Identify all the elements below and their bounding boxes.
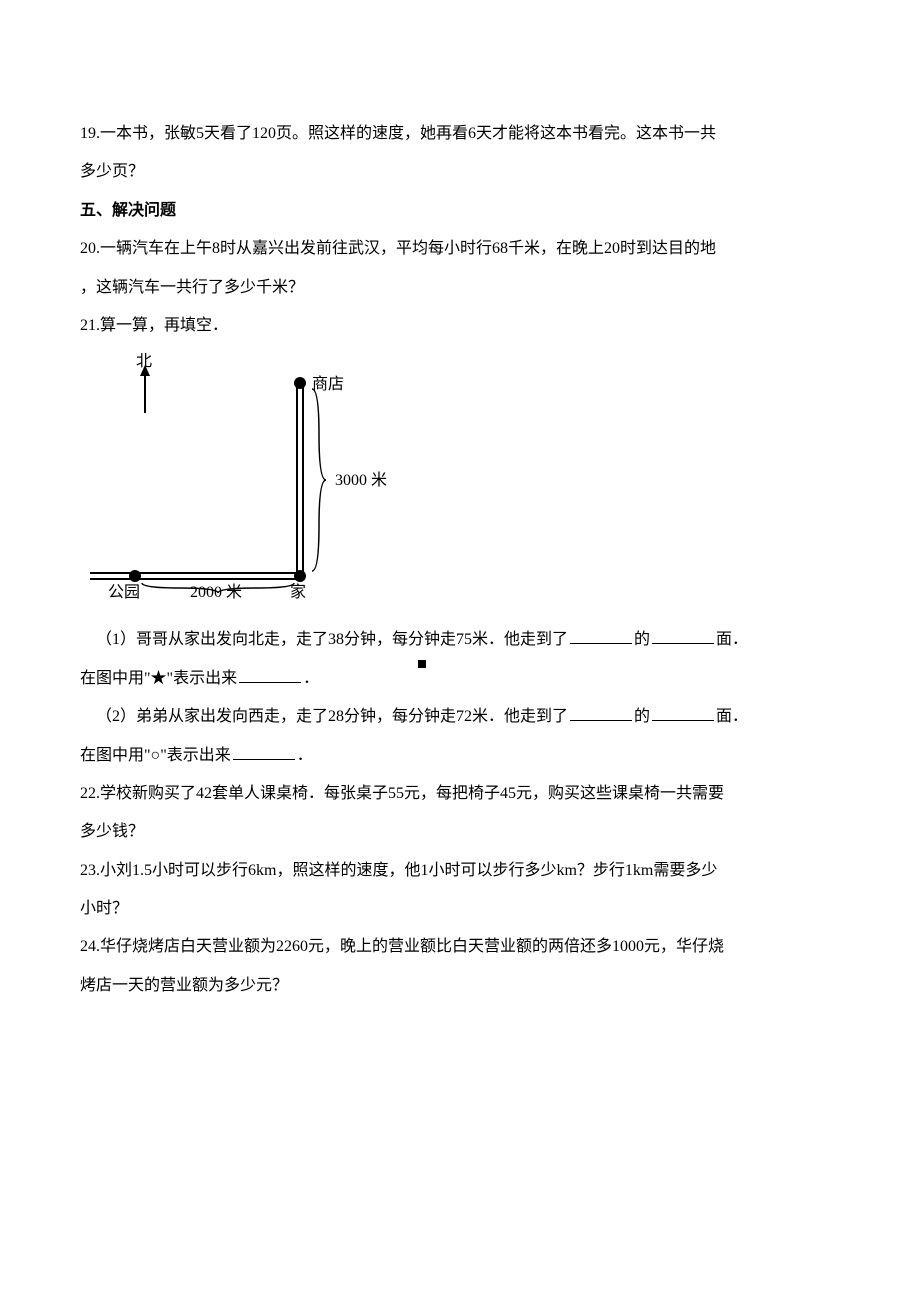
blank-1 <box>570 627 632 645</box>
svg-text:2000 米: 2000 米 <box>190 583 242 601</box>
q20-line2: ，这辆汽车一共行了多少千米？ <box>80 269 840 307</box>
q23-line2: 小时？ <box>80 890 840 928</box>
q21-sub2-line1: （2）弟弟从家出发向西走，走了28分钟，每分钟走72米．他走到了 的 面． <box>80 698 840 736</box>
svg-text:公园: 公园 <box>108 584 140 601</box>
svg-text:北: 北 <box>136 353 152 370</box>
page-marker-icon <box>418 660 426 668</box>
svg-text:家: 家 <box>290 583 306 601</box>
q21-sub1-end: 面． <box>716 631 748 648</box>
svg-text:商店: 商店 <box>312 375 344 393</box>
q21-sub1-l2-pre: 在图中用"★"表示出来 <box>80 670 237 687</box>
q21-sub1-l2-end: ． <box>303 670 319 687</box>
q24-line1: 24.华仔烧烤店白天营业额为2260元，晚上的营业额比白天营业额的两倍还多100… <box>80 928 840 966</box>
q19-line1: 19.一本书，张敏5天看了120页。照这样的速度，她再看6天才能将这本书看完。这… <box>80 115 840 153</box>
q21-sub1-line1: （1）哥哥从家出发向北走，走了38分钟，每分钟走75米．他走到了 的 面． <box>80 621 840 659</box>
blank-4 <box>570 704 632 722</box>
q21-sub2-mid: 的 <box>634 708 650 725</box>
q23-line1: 23.小刘1.5小时可以步行6km，照这样的速度，他1小时可以步行多少km？步行… <box>80 852 840 890</box>
q24-line2: 烤店一天的营业额为多少元？ <box>80 967 840 1005</box>
q21-sub2-line2: 在图中用"○"表示出来 ． <box>80 737 840 775</box>
q20-line1: 20.一辆汽车在上午8时从嘉兴出发前往武汉，平均每小时行68千米，在晚上20时到… <box>80 230 840 268</box>
q19-line2: 多少页？ <box>80 153 840 191</box>
q21-sub2-l2-end: ． <box>297 747 313 764</box>
q22-line1: 22.学校新购买了42套单人课桌椅．每张桌子55元，每把椅子45元，购买这些课桌… <box>80 775 840 813</box>
svg-text:3000 米: 3000 米 <box>335 471 387 489</box>
blank-3 <box>239 665 301 683</box>
q21-sub1-mid: 的 <box>634 631 650 648</box>
q22-line2: 多少钱？ <box>80 813 840 851</box>
section-5-heading: 五、解决问题 <box>80 192 840 230</box>
q21-sub1-line2: 在图中用"★"表示出来 ． <box>80 660 840 698</box>
q21-sub2-l2-pre: 在图中用"○"表示出来 <box>80 747 231 764</box>
q21-line1: 21.算一算，再填空． <box>80 307 840 345</box>
blank-6 <box>233 742 295 760</box>
q21-sub1-pre: （1）哥哥从家出发向北走，走了38分钟，每分钟走75米．他走到了 <box>96 631 568 648</box>
blank-2 <box>652 627 714 645</box>
q21-sub2-pre: （2）弟弟从家出发向西走，走了28分钟，每分钟走72米．他走到了 <box>96 708 568 725</box>
q21-sub2-end: 面． <box>716 708 748 725</box>
blank-5 <box>652 704 714 722</box>
q21-diagram: 北商店家 公园 3000 米 2000 米 <box>90 353 420 608</box>
